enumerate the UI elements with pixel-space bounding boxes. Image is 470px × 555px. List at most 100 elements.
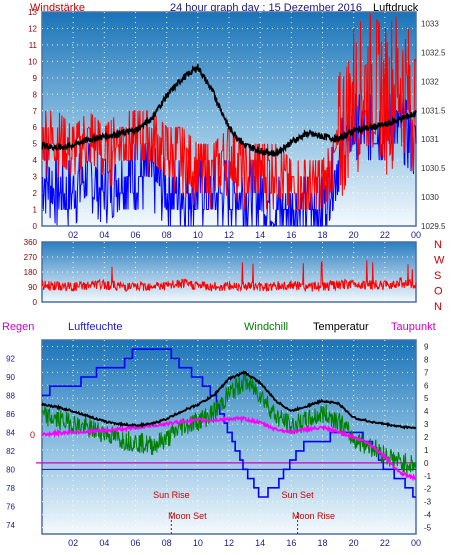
wind-tick-label: 13 xyxy=(28,8,37,17)
rain-zero-label: 0 xyxy=(30,430,35,440)
winddir-tick-label: 360 xyxy=(24,238,38,247)
pressure-series-line xyxy=(41,63,417,157)
dewpoint-series-line xyxy=(41,415,417,482)
temperature-tick-label: 4 xyxy=(424,407,429,416)
time-tick-label: 18 xyxy=(317,538,327,548)
wind-tick-label: 4 xyxy=(33,156,38,165)
pressure-axis-ticks: 1029.5 1030 1030.5 1031 1031.5 1032 1032.5 1033 xyxy=(421,20,446,231)
compass-label: N xyxy=(434,301,442,313)
humidity-tick-label: 76 xyxy=(6,502,15,511)
wind-tick-label: 1 xyxy=(33,206,38,215)
compass-label: S xyxy=(434,270,441,282)
astro-label: Sun Rise xyxy=(153,490,190,500)
time-axis-top: 02 04 06 08 10 12 14 16 18 20 22 00 xyxy=(68,230,421,240)
humidity-tick-label: 82 xyxy=(6,447,15,456)
temperature-tick-label: -5 xyxy=(424,524,432,533)
temperature-tick-label: 7 xyxy=(424,368,429,377)
wind-tick-label: 2 xyxy=(33,189,38,198)
astro-annotations: Sun Rise Moon Set Sun Set Moon Rise xyxy=(153,490,335,534)
wind-tick-label: 7 xyxy=(33,107,38,116)
time-tick-label: 04 xyxy=(99,538,109,548)
winddir-series xyxy=(41,260,417,293)
time-tick-label: 20 xyxy=(349,538,359,548)
temperature-tick-label: 9 xyxy=(424,342,429,351)
legend-humidity: Luftfeuchte xyxy=(68,321,122,333)
time-axis-bottom: 02 04 06 08 10 12 14 16 18 20 22 00 xyxy=(68,538,421,548)
legend-rain: Regen xyxy=(2,321,34,333)
temperature-grid xyxy=(36,340,416,534)
temperature-tick-label: 5 xyxy=(424,394,429,403)
humidity-tick-label: 78 xyxy=(6,484,15,493)
pressure-tick-label: 1031 xyxy=(421,135,439,144)
wind-tick-label: 3 xyxy=(33,173,38,182)
chart-title: 24 hour graph day : 15 Dezember 2016 xyxy=(170,2,362,14)
time-tick-label: 06 xyxy=(130,538,140,548)
pressure-tick-label: 1031.5 xyxy=(421,106,446,115)
wind-tick-label: 9 xyxy=(33,74,38,83)
astro-label: Moon Set xyxy=(168,511,207,521)
winddir-tick-label: 90 xyxy=(28,283,37,292)
pressure-tick-label: 1029.5 xyxy=(421,222,446,231)
temperature-series xyxy=(41,348,417,498)
time-tick-label: 06 xyxy=(130,230,140,240)
winddir-tick-label: 270 xyxy=(24,253,38,262)
temperature-tick-label: -2 xyxy=(424,485,432,494)
astro-label: Moon Rise xyxy=(292,511,335,521)
wind-tick-label: 10 xyxy=(28,57,37,66)
temperature-tick-label: 3 xyxy=(424,420,429,429)
humidity-tick-label: 88 xyxy=(6,391,15,400)
time-tick-label: 10 xyxy=(193,538,203,548)
pressure-tick-label: 1032.5 xyxy=(421,48,446,57)
winddir-tick-label: 0 xyxy=(33,298,38,307)
wind-tick-label: 11 xyxy=(29,41,38,50)
pressure-tick-label: 1032 xyxy=(421,77,439,86)
time-tick-label: 16 xyxy=(286,538,296,548)
time-tick-label: 20 xyxy=(349,230,359,240)
humidity-tick-label: 90 xyxy=(6,373,15,382)
time-tick-label: 22 xyxy=(380,538,390,548)
wind-tick-label: 8 xyxy=(33,90,38,99)
compass-label: W xyxy=(434,255,445,267)
astro-label: Sun Set xyxy=(282,490,315,500)
humidity-series-line xyxy=(42,348,416,498)
wind-tick-label: 6 xyxy=(33,123,38,132)
windchill-series-line xyxy=(41,371,417,474)
winddir-tick-label: 180 xyxy=(24,268,38,277)
winddir-axis-ticks: 0 90 180 270 360 xyxy=(24,238,38,307)
time-tick-label: 12 xyxy=(224,230,234,240)
temperature-tick-label: 1 xyxy=(424,446,429,455)
time-tick-label: 02 xyxy=(68,538,78,548)
time-tick-label: 10 xyxy=(193,230,203,240)
wind-tick-label: 5 xyxy=(33,140,38,149)
wind-axis-title: Windstärke xyxy=(30,2,85,14)
time-tick-label: 14 xyxy=(255,538,265,548)
pressure-tick-label: 1030.5 xyxy=(421,164,446,173)
time-tick-label: 08 xyxy=(162,538,172,548)
time-tick-label: 14 xyxy=(255,230,265,240)
humidity-tick-label: 92 xyxy=(6,354,15,363)
time-tick-label: 18 xyxy=(317,230,327,240)
temperature-series-line xyxy=(41,370,417,430)
time-tick-label: 02 xyxy=(68,230,78,240)
temperature-tick-label: -4 xyxy=(424,511,432,520)
humidity-tick-label: 74 xyxy=(6,521,15,530)
time-tick-label: 00 xyxy=(411,230,421,240)
compass-label: N xyxy=(434,239,442,251)
temperature-tick-label: -3 xyxy=(424,498,432,507)
humidity-axis-ticks: 74 76 78 80 82 84 86 88 90 92 xyxy=(6,354,15,529)
pressure-axis-title: Luftdruck xyxy=(373,2,419,14)
temperature-axis-ticks: -5 -4 -3 -2 -1 0 1 2 3 4 5 6 7 8 9 xyxy=(424,342,432,532)
pressure-tick-label: 1033 xyxy=(421,20,439,29)
temperature-tick-label: 2 xyxy=(424,433,429,442)
time-tick-label: 22 xyxy=(380,230,390,240)
time-tick-label: 16 xyxy=(286,230,296,240)
humidity-tick-label: 80 xyxy=(6,465,15,474)
winddir-series-line xyxy=(41,260,417,293)
wind-pressure-series xyxy=(41,13,417,228)
time-tick-label: 08 xyxy=(162,230,172,240)
temperature-tick-label: 6 xyxy=(424,381,429,390)
wind-tick-label: 0 xyxy=(33,222,38,231)
legend-dewpoint: Taupunkt xyxy=(391,321,436,333)
